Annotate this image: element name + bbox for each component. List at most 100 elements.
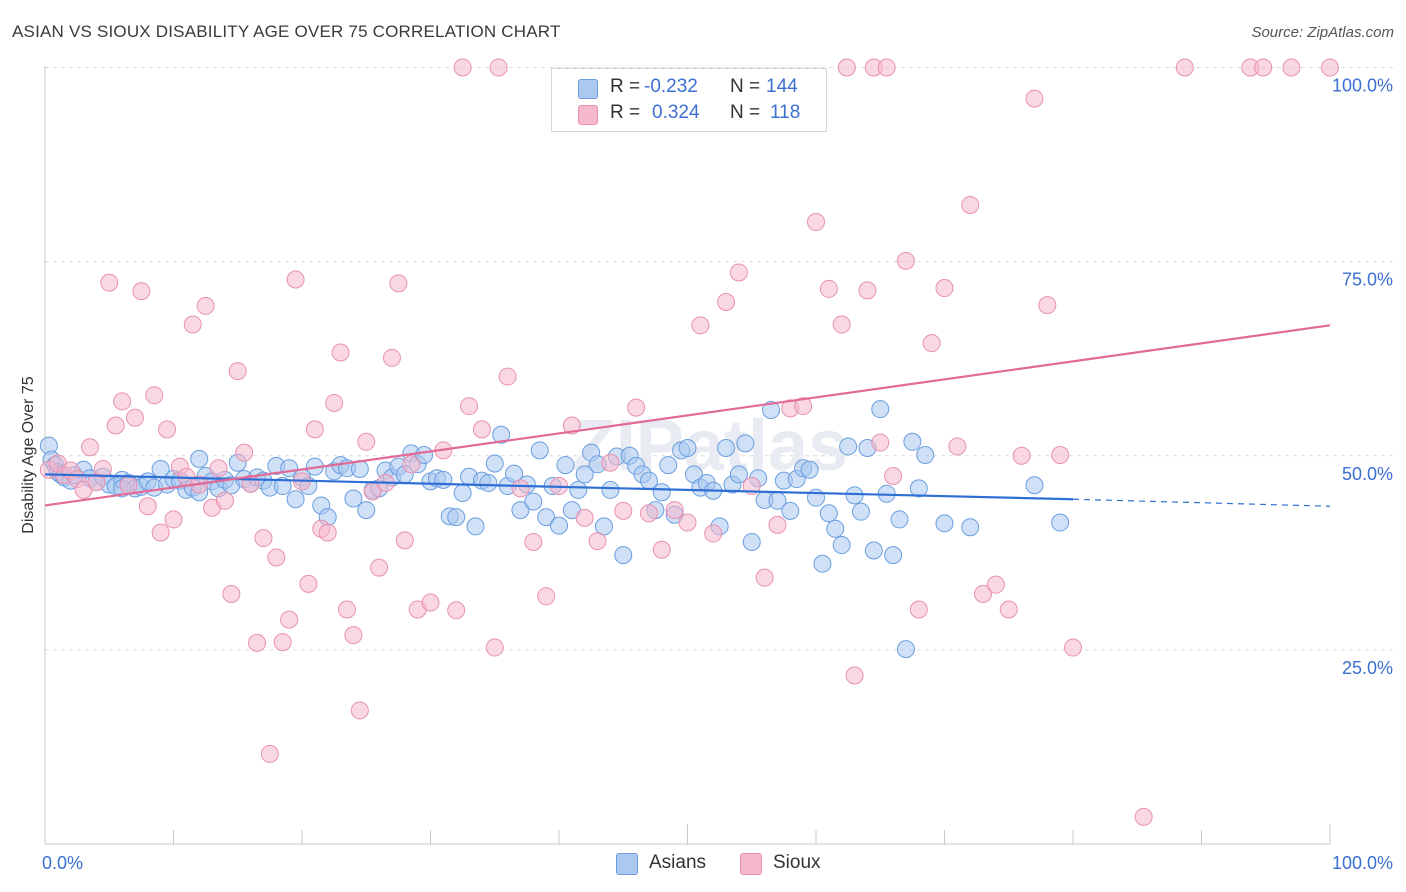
sioux-point xyxy=(80,438,99,457)
chart-title: ASIAN VS SIOUX DISABILITY AGE OVER 75 CO… xyxy=(12,22,561,41)
sioux-point xyxy=(280,610,299,629)
sioux-point xyxy=(627,398,646,417)
sioux-point xyxy=(1321,58,1339,77)
asians-point xyxy=(466,517,485,536)
sioux-point xyxy=(498,367,517,386)
sioux-point xyxy=(717,293,736,312)
sioux-point xyxy=(877,58,896,77)
sioux-point xyxy=(222,584,241,603)
asians-point xyxy=(575,465,594,484)
sioux-point xyxy=(260,744,279,763)
asians-point xyxy=(839,437,858,456)
sioux-point xyxy=(884,466,903,485)
sioux-point xyxy=(845,666,864,685)
source-credit: Source: ZipAtlas.com xyxy=(1251,24,1394,41)
sioux-point xyxy=(588,532,607,551)
sioux-point xyxy=(370,558,389,577)
asians-point xyxy=(851,502,870,521)
sioux-point xyxy=(164,510,183,529)
sioux-point xyxy=(389,274,408,293)
asians-point xyxy=(832,536,851,555)
sioux-point xyxy=(871,433,890,452)
asians-point xyxy=(652,483,671,502)
sioux-point xyxy=(678,513,697,532)
sioux-point xyxy=(453,58,472,77)
grid-lines xyxy=(45,67,1395,651)
trend-lines xyxy=(44,324,1331,507)
sioux-point xyxy=(1254,58,1273,77)
asians-point xyxy=(800,460,819,479)
asians-point xyxy=(729,465,748,484)
sioux-point xyxy=(1282,58,1301,77)
sioux-point xyxy=(652,540,671,559)
asians-point xyxy=(678,439,697,457)
asians-point xyxy=(530,441,549,460)
asians-point xyxy=(485,454,504,473)
correlation-legend: R = -0.232 N = 144 R = 0.324 N = 118 xyxy=(551,68,827,132)
sioux-point xyxy=(472,420,491,439)
sioux-point xyxy=(382,348,401,367)
asians-point xyxy=(614,546,633,565)
asians-point xyxy=(434,470,453,489)
asians-point xyxy=(1025,476,1044,495)
sioux-point xyxy=(331,343,350,362)
asians-point xyxy=(909,479,928,498)
sioux-point xyxy=(145,386,164,405)
sioux-point xyxy=(299,574,318,593)
sioux-point xyxy=(158,420,177,439)
sioux-point xyxy=(215,491,234,510)
sioux-point xyxy=(665,501,684,520)
sioux-point xyxy=(858,281,877,300)
sioux-point xyxy=(986,575,1005,594)
asians-point xyxy=(569,480,588,499)
asians-point xyxy=(742,532,761,551)
asians-point xyxy=(1051,513,1070,532)
sioux-point xyxy=(273,633,292,652)
sioux-point xyxy=(614,501,633,520)
sioux-point xyxy=(93,459,112,478)
asians-point xyxy=(190,449,209,468)
asians-point xyxy=(871,400,890,419)
asians-point xyxy=(896,640,915,659)
asians-trend-line xyxy=(44,473,1074,501)
legend-n-label: N = xyxy=(730,76,761,97)
y-axis-label: Disability Age Over 75 xyxy=(20,376,37,534)
asians-point xyxy=(357,501,376,520)
asians-point xyxy=(845,486,864,505)
sioux-point xyxy=(691,316,710,335)
legend-r-value: -0.232 xyxy=(644,76,698,97)
y-tick-label: 50.0% xyxy=(1342,464,1393,484)
sioux-point xyxy=(196,296,215,315)
sioux-point xyxy=(421,593,440,612)
sioux-point xyxy=(1038,296,1057,315)
sioux-point xyxy=(896,251,915,270)
asians-point xyxy=(961,518,980,537)
asians-point xyxy=(550,516,568,535)
sioux-point xyxy=(837,58,856,77)
x-tick-label: 0.0% xyxy=(42,853,83,873)
sioux-point xyxy=(460,397,479,416)
asians-point xyxy=(916,445,935,464)
sioux-point xyxy=(209,459,228,478)
sioux-point xyxy=(106,416,125,435)
legend-n-value: 118 xyxy=(770,102,801,123)
asians-point xyxy=(659,456,678,475)
asians-point xyxy=(601,480,620,499)
sioux-point xyxy=(562,416,581,435)
sioux-point xyxy=(119,476,138,495)
sioux-point xyxy=(935,279,954,298)
sioux-point xyxy=(704,524,723,543)
sioux-point xyxy=(248,633,267,652)
sioux-point xyxy=(151,523,170,542)
asians-point xyxy=(537,508,556,527)
asians-point xyxy=(556,456,575,475)
asians-point xyxy=(884,546,903,565)
sioux-point xyxy=(524,532,543,551)
asians-point xyxy=(736,434,755,453)
asians-point xyxy=(762,400,781,419)
y-tick-label: 100.0% xyxy=(1332,76,1393,96)
sioux-point xyxy=(999,600,1018,619)
sioux-point xyxy=(325,393,344,412)
sioux-point xyxy=(768,515,787,534)
